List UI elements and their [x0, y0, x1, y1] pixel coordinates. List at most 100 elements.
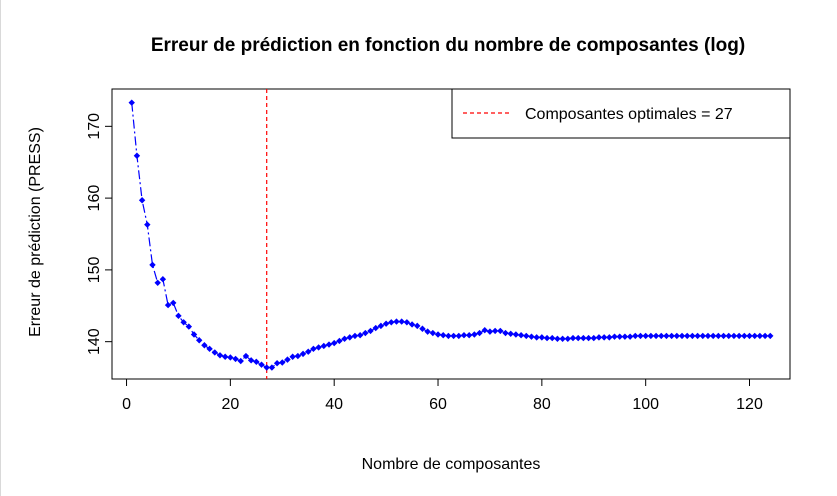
- series-layer: [128, 99, 774, 371]
- data-point: [434, 331, 442, 338]
- data-point: [144, 221, 151, 228]
- data-point: [481, 326, 488, 334]
- data-point: [299, 350, 307, 358]
- data-point: [746, 332, 753, 340]
- data-point: [704, 332, 712, 340]
- data-point: [310, 345, 317, 353]
- x-tick-label: 60: [429, 396, 447, 413]
- data-point: [346, 334, 353, 341]
- data-point: [403, 319, 411, 326]
- data-point: [221, 353, 229, 360]
- data-point: [621, 333, 629, 340]
- data-point: [211, 349, 218, 356]
- data-point: [424, 328, 431, 335]
- data-point: [554, 335, 561, 343]
- data-point: [133, 152, 141, 159]
- data-point: [564, 335, 572, 343]
- data-point: [330, 339, 338, 347]
- data-point: [325, 341, 333, 348]
- data-point: [517, 332, 525, 339]
- data-point: [465, 332, 473, 339]
- data-point: [398, 318, 405, 325]
- data-point: [497, 327, 504, 335]
- data-point: [279, 359, 286, 366]
- data-point: [128, 99, 135, 106]
- data-point: [709, 332, 717, 340]
- data-point: [512, 331, 520, 338]
- data-point: [351, 332, 359, 340]
- data-point: [595, 334, 603, 341]
- data-point: [538, 334, 546, 341]
- data-point: [502, 329, 509, 337]
- data-point: [388, 319, 395, 326]
- data-point: [590, 334, 597, 342]
- data-point: [632, 332, 639, 340]
- data-point: [294, 352, 302, 360]
- data-point: [450, 332, 457, 340]
- data-point: [445, 332, 452, 340]
- data-point: [699, 332, 706, 340]
- data-point: [185, 323, 193, 330]
- y-tick-label: 160: [86, 185, 103, 212]
- data-point: [616, 333, 623, 340]
- chart-title: Erreur de prédiction en fonction du nomb…: [151, 35, 745, 56]
- data-point: [663, 332, 670, 340]
- data-point: [486, 328, 494, 335]
- data-point: [694, 332, 701, 340]
- data-point: [227, 354, 234, 361]
- data-point: [356, 332, 364, 339]
- series-line: [131, 102, 771, 369]
- y-tick-label: 140: [86, 328, 103, 355]
- data-point: [678, 332, 686, 340]
- data-point: [491, 327, 499, 335]
- x-tick-label: 20: [221, 396, 239, 413]
- legend: Composantes optimales = 27: [451, 88, 791, 139]
- data-point: [720, 332, 727, 340]
- y-tick-label: 150: [86, 256, 103, 283]
- data-point: [159, 276, 167, 283]
- data-point: [305, 348, 312, 355]
- data-point: [201, 342, 208, 349]
- data-point: [180, 319, 187, 326]
- data-point: [320, 342, 328, 350]
- data-point: [730, 332, 738, 340]
- x-tick-label: 0: [122, 396, 131, 413]
- data-point: [647, 332, 655, 340]
- data-point: [569, 334, 577, 342]
- data-point: [606, 334, 613, 341]
- data-point: [735, 332, 743, 340]
- data-point: [668, 332, 675, 340]
- data-point: [190, 331, 198, 338]
- data-point: [580, 334, 587, 342]
- data-point: [414, 322, 421, 330]
- data-point: [715, 332, 722, 340]
- data-point: [232, 355, 239, 363]
- data-point: [377, 322, 385, 330]
- data-point: [382, 320, 390, 327]
- data-point: [268, 364, 276, 371]
- data-point: [725, 332, 732, 340]
- x-tick-label: 120: [736, 396, 763, 413]
- data-point: [574, 334, 582, 342]
- data-point: [393, 318, 400, 325]
- data-point: [637, 332, 644, 340]
- x-tick-label: 40: [325, 396, 343, 413]
- data-point: [673, 332, 681, 340]
- data-point: [362, 329, 369, 337]
- data-point: [658, 332, 665, 340]
- data-point: [761, 332, 769, 340]
- data-point: [429, 329, 437, 337]
- y-axis-label: Erreur de prédiction (PRESS): [27, 127, 44, 337]
- data-point: [476, 329, 483, 337]
- data-point: [284, 356, 291, 363]
- data-point: [263, 364, 270, 371]
- y-tick-label: 170: [86, 113, 103, 140]
- data-point: [751, 332, 758, 340]
- x-axis-ticks: 0 20 40 60 80 100 120: [122, 378, 763, 413]
- data-point: [258, 361, 265, 368]
- data-point: [170, 299, 177, 307]
- data-point: [372, 324, 379, 332]
- data-point: [289, 353, 296, 360]
- data-point: [253, 358, 260, 365]
